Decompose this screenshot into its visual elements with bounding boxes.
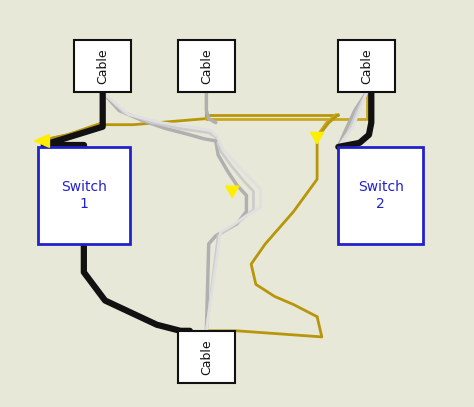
Text: Cable: Cable (96, 48, 109, 84)
FancyBboxPatch shape (178, 331, 235, 383)
Polygon shape (35, 134, 49, 147)
Text: Switch
2: Switch 2 (358, 180, 404, 210)
Text: Cable: Cable (200, 339, 213, 375)
Text: Cable: Cable (200, 48, 213, 84)
Polygon shape (226, 186, 239, 197)
Text: Switch
1: Switch 1 (61, 180, 107, 210)
FancyBboxPatch shape (74, 40, 131, 92)
FancyBboxPatch shape (338, 40, 395, 92)
FancyBboxPatch shape (338, 147, 423, 244)
FancyBboxPatch shape (38, 147, 130, 244)
Polygon shape (310, 132, 324, 144)
Text: Cable: Cable (360, 48, 373, 84)
FancyBboxPatch shape (178, 40, 235, 92)
